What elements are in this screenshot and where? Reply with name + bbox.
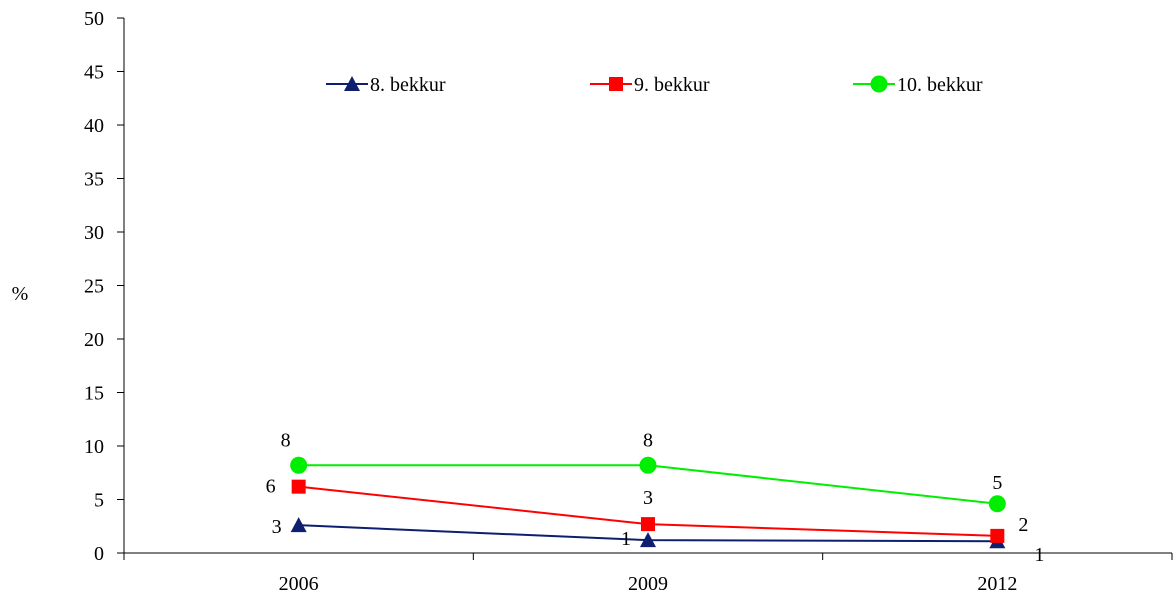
y-tick-label: 0 xyxy=(94,543,104,565)
legend-marker xyxy=(609,77,623,91)
data-point-marker xyxy=(640,532,656,548)
legend-marker xyxy=(344,76,360,91)
x-tick-label: 2009 xyxy=(628,573,668,595)
y-axis-label: % xyxy=(12,283,29,305)
data-label: 3 xyxy=(643,487,653,509)
legend-label: 9. bekkur xyxy=(634,74,710,96)
data-label: 8 xyxy=(281,429,291,451)
y-tick-label: 10 xyxy=(84,436,104,458)
y-tick-label: 5 xyxy=(94,490,104,512)
series-2 xyxy=(291,479,1005,543)
legend-item: 9. bekkur xyxy=(590,74,710,96)
legend: 8. bekkur 9. bekkur 10. bekkur xyxy=(326,74,983,96)
x-axis-ticks: 2006 2009 2012 xyxy=(123,553,1173,595)
y-tick-label: 20 xyxy=(84,329,104,351)
data-point-marker xyxy=(990,528,1005,543)
y-tick-label: 50 xyxy=(84,8,104,30)
x-tick-label: 2006 xyxy=(279,573,319,595)
legend-label: 8. bekkur xyxy=(370,74,446,96)
y-axis-ticks: 0 5 10 15 20 25 30 35 40 45 50 xyxy=(84,8,124,565)
series-3 xyxy=(290,456,1006,513)
data-point-marker xyxy=(291,479,306,494)
y-tick-label: 25 xyxy=(84,276,104,298)
data-label: 5 xyxy=(992,472,1002,494)
data-point-marker xyxy=(641,517,655,532)
data-label: 6 xyxy=(266,476,276,498)
y-tick-label: 45 xyxy=(84,62,104,84)
legend-label: 10. bekkur xyxy=(897,74,983,96)
data-label: 1 xyxy=(1034,544,1044,566)
legend-item: 8. bekkur xyxy=(326,74,446,96)
data-point-marker xyxy=(639,456,657,474)
data-point-marker xyxy=(988,495,1006,513)
x-tick-label: 2012 xyxy=(977,573,1017,595)
y-tick-label: 30 xyxy=(84,222,104,244)
y-tick-label: 15 xyxy=(84,383,104,405)
legend-marker xyxy=(870,75,888,93)
data-label: 2 xyxy=(1018,514,1028,536)
data-point-marker xyxy=(290,517,307,533)
data-label: 1 xyxy=(621,528,631,550)
data-label: 8 xyxy=(643,429,653,451)
y-tick-label: 35 xyxy=(84,169,104,191)
data-point-marker xyxy=(290,456,308,474)
y-tick-label: 40 xyxy=(84,115,104,137)
series-layer xyxy=(290,456,1006,549)
legend-item: 10. bekkur xyxy=(853,74,983,96)
data-label: 3 xyxy=(272,516,282,538)
